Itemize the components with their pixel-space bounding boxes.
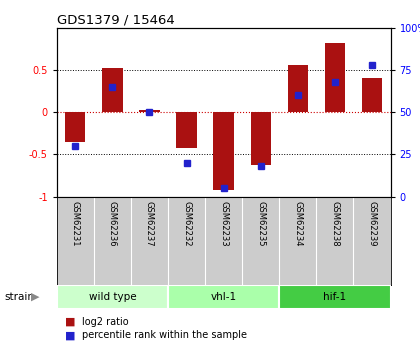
Text: GSM62235: GSM62235 — [256, 201, 265, 247]
Bar — [102, 68, 123, 112]
Text: GSM62236: GSM62236 — [108, 201, 117, 247]
Text: vhl-1: vhl-1 — [210, 292, 237, 302]
Text: GSM62232: GSM62232 — [182, 201, 191, 247]
Bar — [168, 285, 279, 309]
Bar — [325, 43, 345, 112]
Text: log2 ratio: log2 ratio — [82, 317, 129, 326]
Bar — [65, 112, 85, 142]
Text: ■: ■ — [65, 331, 76, 340]
Bar — [213, 112, 234, 190]
Bar — [279, 285, 391, 309]
Bar — [57, 285, 168, 309]
Text: wild type: wild type — [89, 292, 136, 302]
Text: GSM62233: GSM62233 — [219, 201, 228, 247]
Text: strain: strain — [4, 292, 34, 302]
Bar — [139, 110, 160, 112]
Bar — [176, 112, 197, 148]
Text: GSM62239: GSM62239 — [368, 201, 377, 247]
Text: ▶: ▶ — [32, 292, 40, 302]
Text: percentile rank within the sample: percentile rank within the sample — [82, 331, 247, 340]
Bar — [362, 78, 382, 112]
Text: GSM62231: GSM62231 — [71, 201, 80, 247]
Text: GSM62238: GSM62238 — [331, 201, 339, 247]
Text: hif-1: hif-1 — [323, 292, 346, 302]
Text: GSM62234: GSM62234 — [293, 201, 302, 247]
Bar — [288, 65, 308, 112]
Bar — [251, 112, 271, 165]
Text: GDS1379 / 15464: GDS1379 / 15464 — [57, 13, 174, 27]
Text: GSM62237: GSM62237 — [145, 201, 154, 247]
Text: ■: ■ — [65, 317, 76, 326]
